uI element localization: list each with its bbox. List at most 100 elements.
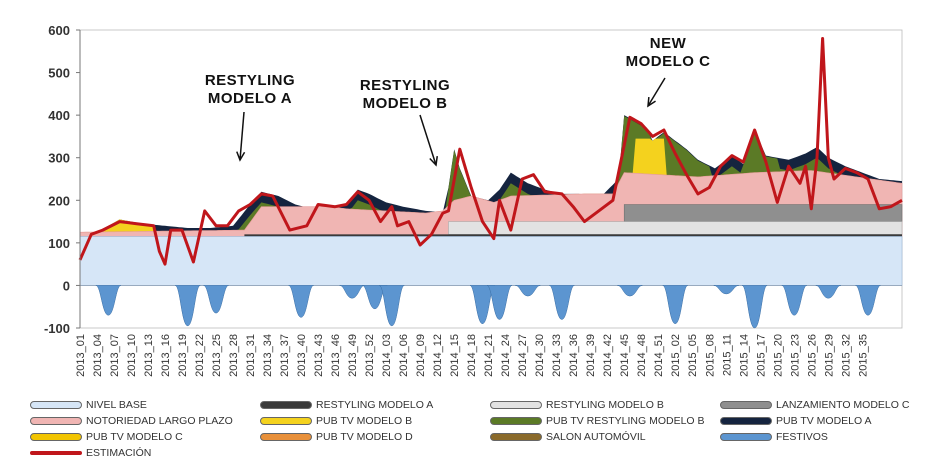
festivo-dip-3 bbox=[288, 285, 314, 318]
festivo-dip-10 bbox=[549, 285, 575, 320]
x-axis: 2013_01 2013_04 2013_07 2013_10 2013_13 2013_… bbox=[75, 334, 869, 377]
festivo-dip-4 bbox=[339, 285, 365, 299]
legend-item-restyling-a: RESTYLING MODELO A bbox=[260, 398, 433, 412]
festivo-dip-12 bbox=[662, 285, 688, 324]
x-tick-label: 2014_06 bbox=[398, 334, 410, 377]
legend-swatch bbox=[30, 451, 82, 455]
legend-label: NOTORIEDAD LARGO PLAZO bbox=[86, 415, 233, 427]
festivo-dip-0 bbox=[95, 285, 121, 316]
y-tick-label: 0 bbox=[63, 278, 70, 293]
x-tick-label: 2015_20 bbox=[772, 334, 784, 377]
festivo-dip-11 bbox=[617, 285, 643, 297]
festivo-dip-2 bbox=[203, 285, 229, 314]
x-tick-label: 2013_34 bbox=[262, 334, 274, 377]
y-tick-label: 400 bbox=[48, 108, 70, 123]
legend-label: PUB TV MODELO C bbox=[86, 431, 183, 443]
x-tick-label: 2015_29 bbox=[823, 334, 835, 377]
x-tick-label: 2014_30 bbox=[534, 334, 546, 377]
x-tick-label: 2013_10 bbox=[126, 334, 138, 377]
legend-swatch bbox=[260, 401, 312, 409]
legend-label: ESTIMACIÓN bbox=[86, 447, 152, 459]
festivo-dip-17 bbox=[855, 285, 881, 316]
festivo-dip-8 bbox=[486, 285, 513, 320]
legend-label: FESTIVOS bbox=[776, 431, 828, 443]
x-tick-label: 2013_28 bbox=[228, 334, 240, 377]
annotation-arrowhead bbox=[429, 155, 439, 167]
x-tick-label: 2015_17 bbox=[755, 334, 767, 377]
legend-label: PUB TV MODELO A bbox=[776, 415, 872, 427]
legend-item-pub-d: PUB TV MODELO D bbox=[260, 430, 413, 444]
annotation-arrowhead bbox=[647, 96, 656, 108]
legend-item-restyling-b: RESTYLING MODELO B bbox=[490, 398, 664, 412]
legend-label: PUB TV MODELO D bbox=[316, 431, 413, 443]
x-tick-label: 2014_12 bbox=[432, 334, 444, 377]
x-tick-label: 2013_13 bbox=[143, 334, 155, 377]
x-tick-label: 2015_32 bbox=[840, 334, 852, 377]
legend-item-pub-c: PUB TV MODELO C bbox=[30, 430, 183, 444]
area-lanzamiento-modelo-c bbox=[623, 204, 903, 222]
x-tick-label: 2014_15 bbox=[449, 334, 461, 377]
annotation-text: MODELO B bbox=[363, 95, 448, 112]
x-tick-label: 2013_43 bbox=[313, 334, 325, 377]
area-restyling-modelo-b bbox=[448, 221, 903, 235]
festivo-dip-13 bbox=[713, 285, 739, 295]
legend-item-festivos: FESTIVOS bbox=[720, 430, 828, 444]
x-tick-label: 2014_42 bbox=[602, 334, 614, 377]
y-axis: 600 500 400 300 200 100 0 -100 bbox=[44, 23, 81, 336]
plot-area bbox=[78, 29, 903, 329]
legend-label: PUB TV MODELO B bbox=[316, 415, 413, 427]
annotation-arrow bbox=[239, 111, 245, 161]
annotation-text: RESTYLING bbox=[205, 72, 295, 89]
annotation-text: NEW bbox=[650, 35, 687, 52]
x-tick-label: 2013_46 bbox=[330, 334, 342, 377]
y-tick-label: 100 bbox=[48, 236, 70, 251]
festivo-dip-1 bbox=[175, 285, 201, 327]
area-restyling-modelo-a bbox=[244, 234, 902, 237]
legend-label: PUB TV RESTYLING MODELO B bbox=[546, 415, 705, 427]
annotation-text: MODELO C bbox=[626, 53, 711, 70]
x-tick-label: 2014_48 bbox=[636, 334, 648, 377]
x-tick-label: 2013_16 bbox=[160, 334, 172, 377]
legend-item-pub-a: PUB TV MODELO A bbox=[720, 414, 872, 428]
x-tick-label: 2015_11 bbox=[721, 334, 733, 376]
legend-swatch bbox=[490, 401, 542, 409]
legend-item-notoriedad: NOTORIEDAD LARGO PLAZO bbox=[30, 414, 233, 428]
x-tick-label: 2014_27 bbox=[517, 334, 529, 377]
y-tick-label: -100 bbox=[44, 321, 70, 336]
legend-swatch bbox=[260, 433, 312, 441]
legend-label: RESTYLING MODELO A bbox=[316, 399, 434, 411]
legend-item-estimacion: ESTIMACIÓN bbox=[30, 446, 151, 460]
x-tick-label: 2014_03 bbox=[381, 334, 393, 377]
festivo-dip-15 bbox=[781, 285, 807, 316]
x-tick-label: 2013_37 bbox=[279, 334, 291, 377]
x-tick-label: 2013_52 bbox=[364, 334, 376, 377]
x-tick-label: 2015_08 bbox=[704, 334, 716, 377]
festivo-dip-14 bbox=[741, 285, 768, 329]
annotation-arrow bbox=[419, 114, 437, 166]
festivo-dip-16 bbox=[815, 285, 841, 299]
x-tick-label: 2015_26 bbox=[806, 334, 818, 377]
x-tick-label: 2015_35 bbox=[857, 334, 869, 377]
legend-item-salon: SALON AUTOMÓVIL bbox=[490, 430, 646, 444]
legend: NIVEL BASE RESTYLING MODELO A RESTYLING MO… bbox=[30, 398, 920, 464]
y-tick-label: 300 bbox=[48, 151, 70, 166]
legend-swatch bbox=[30, 433, 82, 441]
x-tick-label: 2015_02 bbox=[670, 334, 682, 377]
x-tick-label: 2015_14 bbox=[738, 334, 750, 377]
x-tick-label: 2014_36 bbox=[568, 334, 580, 377]
legend-swatch bbox=[720, 401, 772, 409]
annotation-arrow bbox=[647, 77, 666, 107]
y-tick-label: 600 bbox=[48, 23, 70, 38]
annotation-text: MODELO A bbox=[208, 90, 292, 107]
festivo-dip-9 bbox=[515, 285, 541, 297]
series-estimacion bbox=[78, 37, 903, 266]
legend-item-nivel-base: NIVEL BASE bbox=[30, 398, 147, 412]
legend-item-pub-b: PUB TV MODELO B bbox=[260, 414, 412, 428]
legend-swatch bbox=[260, 417, 312, 425]
x-tick-label: 2014_18 bbox=[466, 334, 478, 377]
x-tick-label: 2014_39 bbox=[585, 334, 597, 377]
legend-swatch bbox=[720, 433, 772, 441]
legend-label: LANZAMIENTO MODELO C bbox=[776, 399, 910, 411]
legend-label: SALON AUTOMÓVIL bbox=[546, 431, 646, 443]
